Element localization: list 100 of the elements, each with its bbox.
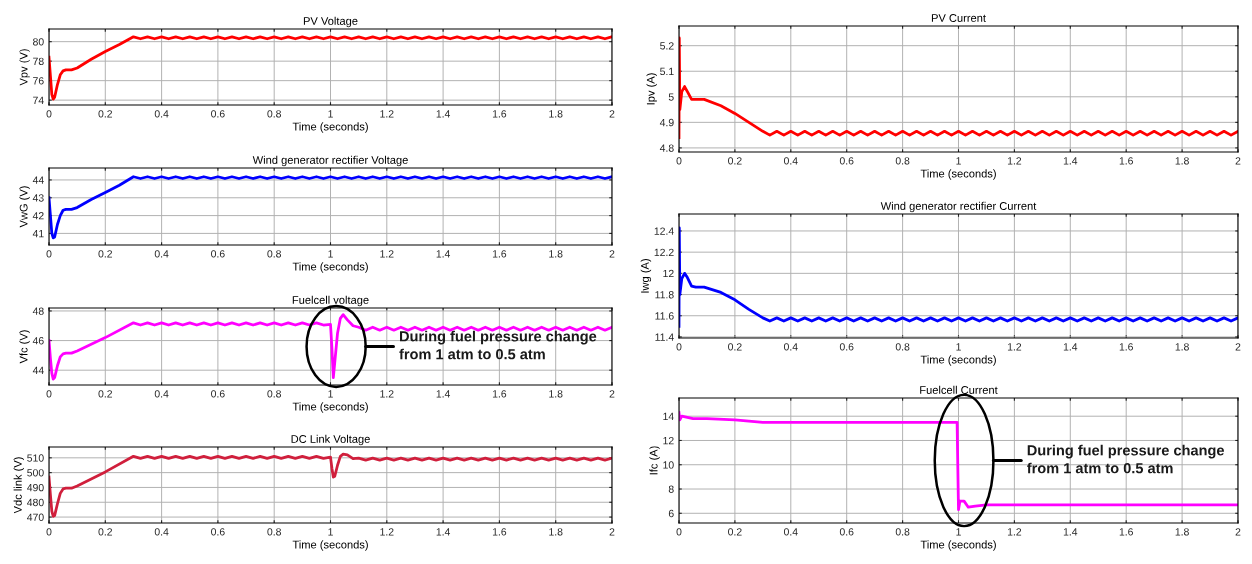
x-tick-label: 1.2 (380, 250, 394, 258)
y-tick-label: 8 (668, 485, 674, 493)
x-tick-label: 0.8 (267, 110, 281, 118)
y-tick-label: 44 (32, 176, 44, 184)
x-tick-label: 1.8 (549, 528, 563, 536)
x-tick-label: 1.4 (436, 250, 451, 258)
y-tick-label: 490 (27, 483, 44, 492)
y-tick-label: 14 (663, 412, 674, 420)
chart-title: Fuelcell voltage (292, 295, 369, 307)
x-tick-label: 2 (1235, 157, 1241, 165)
y-tick-label: 44 (32, 366, 44, 374)
x-tick-label: 0 (46, 528, 52, 536)
y-tick-label: 5.1 (660, 67, 674, 76)
x-tick-label: 1.8 (1175, 343, 1189, 351)
x-tick-label: 1.4 (436, 528, 451, 536)
y-tick-label: 80 (33, 38, 44, 46)
x-tick-label: 0 (46, 390, 52, 398)
x-tick-label: 0.2 (98, 528, 113, 536)
x-tick-label: 0.6 (211, 390, 225, 398)
x-tick-label: 1.6 (492, 390, 507, 398)
annotation: During fuel pressure change from 1 atm to 0.5 atm (399, 330, 597, 360)
x-tick-label: 2 (1235, 528, 1241, 536)
y-axis-title: Vdc link (V) (13, 457, 24, 514)
y-tick-label: 74 (33, 96, 44, 104)
x-axis-title: Time (seconds) (292, 402, 368, 413)
x-tick-label: 0 (46, 110, 52, 118)
x-tick-label: 0.2 (728, 157, 742, 165)
x-tick-label: 2 (609, 390, 615, 398)
x-tick-label: 1 (956, 157, 961, 165)
chart-title: PV Current (931, 14, 986, 22)
line-series (49, 35, 612, 101)
line-series (49, 175, 612, 240)
x-tick-label: 1.8 (549, 110, 563, 118)
x-tick-label: 0.6 (211, 528, 225, 536)
y-tick-label: 6 (668, 509, 674, 518)
x-tick-label: 1.2 (380, 390, 394, 398)
x-tick-label: 1.4 (1063, 157, 1078, 165)
x-tick-label: 0.8 (895, 528, 910, 536)
y-axis-title: Ifc (A) (649, 446, 660, 475)
x-tick-label: 2 (609, 528, 615, 536)
x-tick-label: 1.6 (492, 110, 507, 118)
x-tick-label: 1.4 (436, 390, 451, 398)
x-tick-label: 0.4 (783, 343, 798, 351)
x-axis-title: Time (seconds) (920, 540, 996, 551)
chart-title: Fuelcell Current (920, 385, 998, 394)
chart-title: Wind generator rectifier Voltage (252, 155, 408, 167)
x-tick-label: 0.4 (783, 157, 798, 165)
y-tick-label: 46 (32, 337, 44, 345)
y-tick-label: 76 (33, 77, 44, 85)
y-tick-label: 78 (33, 57, 44, 66)
x-tick-label: 1.8 (549, 250, 563, 258)
y-tick-label: 4.9 (659, 118, 674, 127)
x-tick-label: 2 (609, 110, 615, 118)
annotation: During fuel pressure change from 1 atm to 0.5 atm (1027, 444, 1224, 474)
x-tick-label: 1.2 (1007, 157, 1022, 165)
line-series (679, 36, 1238, 140)
x-tick-label: 0.6 (211, 250, 225, 258)
y-axis-title: Vpv (V) (19, 49, 30, 86)
y-tick-label: 500 (27, 469, 44, 477)
x-tick-label: 1 (328, 528, 333, 536)
chart-title: DC Link Voltage (291, 434, 370, 446)
x-tick-label: 1 (328, 250, 333, 258)
y-tick-label: 11.8 (655, 291, 674, 299)
x-tick-label: 0.6 (839, 343, 854, 351)
x-tick-label: 0.4 (783, 528, 798, 536)
y-tick-label: 48 (32, 307, 44, 315)
x-tick-label: 0.2 (98, 250, 113, 258)
x-tick-label: 0 (46, 250, 52, 258)
x-tick-label: 0.2 (728, 528, 742, 536)
y-tick-label: 5.2 (660, 42, 674, 50)
x-tick-label: 1.6 (1119, 528, 1133, 536)
x-tick-label: 0 (676, 343, 682, 351)
y-tick-label: 12 (663, 436, 674, 445)
x-tick-label: 0.8 (267, 250, 281, 258)
y-tick-label: 510 (27, 454, 44, 462)
x-tick-label: 0.8 (267, 390, 281, 398)
x-tick-label: 1.6 (492, 528, 507, 536)
x-tick-label: 0.4 (154, 110, 169, 118)
y-axis-title: Vfc (V) (19, 330, 30, 364)
y-tick-label: 5 (668, 93, 674, 101)
y-tick-label: 43 (32, 194, 44, 202)
y-axis-title: Ipv (A) (646, 73, 657, 105)
x-tick-label: 0.8 (267, 528, 281, 536)
y-tick-label: 10 (663, 461, 674, 469)
x-tick-label: 1 (956, 528, 961, 536)
x-tick-label: 1.4 (1063, 528, 1078, 536)
x-tick-label: 1.6 (1119, 157, 1133, 165)
x-tick-label: 1.8 (1175, 157, 1189, 165)
x-tick-label: 0.2 (98, 390, 113, 398)
x-tick-label: 1 (328, 110, 333, 118)
x-axis-title: Time (seconds) (920, 169, 996, 180)
x-tick-label: 1 (328, 390, 333, 398)
y-tick-label: 480 (27, 498, 44, 507)
y-tick-label: 4.8 (659, 144, 674, 152)
y-tick-label: 12 (663, 269, 674, 278)
line-series (49, 452, 612, 518)
x-axis-title: Time (seconds) (292, 262, 368, 273)
x-tick-label: 1.2 (1007, 343, 1022, 351)
y-tick-label: 12.2 (654, 248, 674, 256)
x-tick-label: 1 (956, 343, 961, 351)
